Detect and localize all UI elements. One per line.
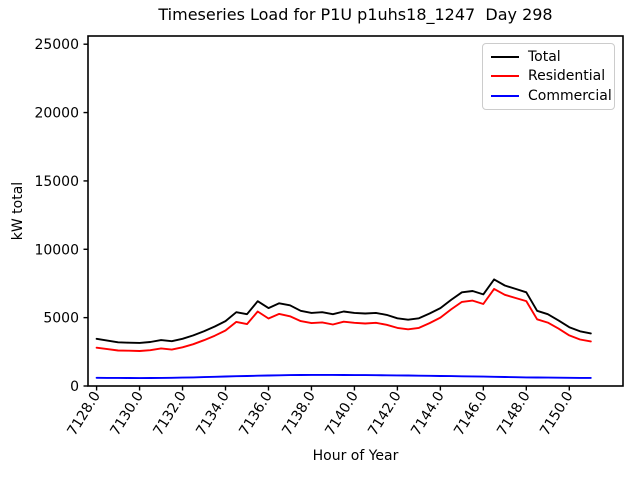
x-tick-label: 7140.0 (322, 389, 362, 439)
x-tick-label: 7138.0 (279, 389, 319, 439)
residential-line-swatch (491, 75, 519, 78)
legend-item-commercial: Commercial (491, 89, 612, 103)
y-tick-label: 15000 (34, 174, 79, 190)
y-tick-label: 5000 (43, 311, 79, 327)
x-tick-label: 7144.0 (408, 389, 448, 439)
total-line-swatch (491, 55, 519, 58)
series-line-residential (95, 287, 592, 352)
x-axis-label: Hour of Year (312, 448, 399, 464)
y-tick-label: 25000 (34, 37, 79, 53)
y-axis-label: kW total (10, 181, 26, 241)
x-tick-label: 7150.0 (537, 389, 577, 439)
series-line-total (95, 278, 592, 344)
legend-label-commercial: Commercial (528, 88, 612, 105)
legend-item-total: Total (491, 50, 606, 64)
x-tick-label: 7132.0 (150, 389, 190, 439)
axes-frame (87, 35, 624, 387)
legend-label-total: Total (528, 48, 561, 65)
x-tick-label: 7146.0 (451, 389, 491, 439)
series-line-commercial (95, 373, 592, 380)
y-tick-label: 0 (70, 379, 79, 395)
commercial-line-swatch (491, 95, 519, 98)
y-tick-label: 10000 (34, 242, 79, 258)
y-tick-label: 20000 (34, 106, 79, 122)
legend-item-residential: Residential (491, 69, 606, 83)
x-tick-label: 7136.0 (236, 389, 276, 439)
x-tick-label: 7148.0 (494, 389, 534, 439)
x-tick-label: 7128.0 (64, 389, 104, 439)
x-tick-label: 7142.0 (365, 389, 405, 439)
x-tick-label: 7130.0 (107, 389, 147, 439)
legend: Total Residential Commercial (482, 43, 615, 110)
legend-label-residential: Residential (528, 68, 606, 85)
x-tick-label: 7134.0 (193, 389, 233, 439)
chart-title: Timeseries Load for P1U p1uhs18_1247 Day… (158, 5, 553, 24)
